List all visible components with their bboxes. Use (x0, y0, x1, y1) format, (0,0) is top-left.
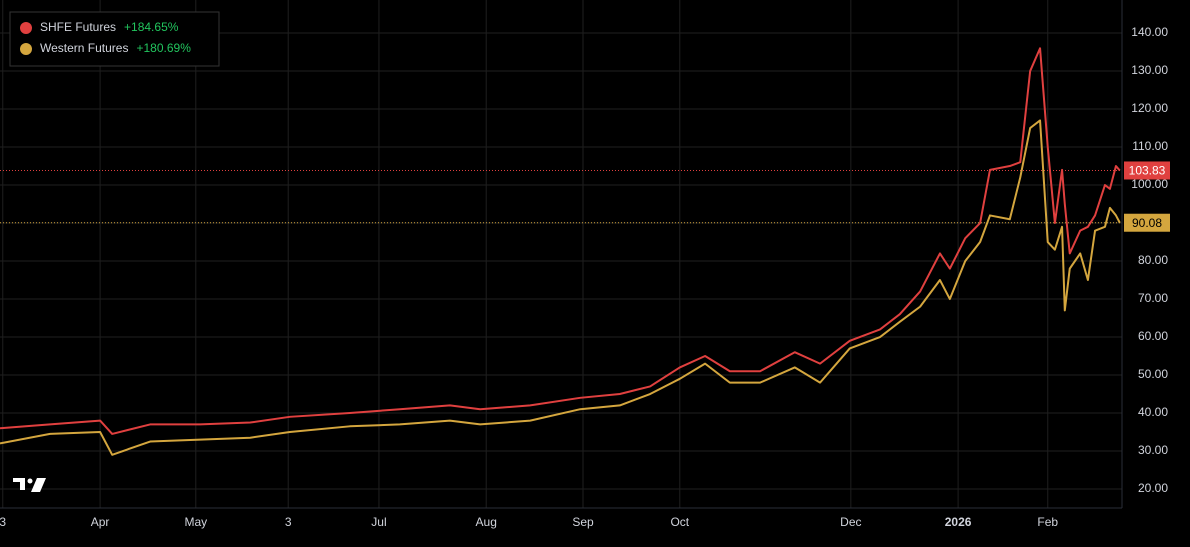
y-tick-label: 70.00 (1138, 291, 1168, 305)
y-tick-label: 30.00 (1138, 443, 1168, 457)
legend-marker (20, 43, 32, 55)
x-tick-label: Sep (572, 515, 594, 529)
logo-part (31, 478, 46, 492)
legend-marker (20, 22, 32, 34)
y-tick-label: 60.00 (1138, 329, 1168, 343)
x-tick-label: Oct (670, 515, 689, 529)
y-tick-label: 100.00 (1131, 177, 1168, 191)
x-tick-label: 3 (0, 515, 6, 529)
x-tick-label: Feb (1037, 515, 1058, 529)
last-value-tag (1124, 213, 1170, 232)
x-tick-label: Apr (91, 515, 110, 529)
last-value-tag (1124, 161, 1170, 180)
logo-part (27, 478, 33, 484)
x-tick-label: Jul (371, 515, 386, 529)
last-value-label: 103.83 (1129, 164, 1166, 178)
legend-change: +180.69% (136, 41, 191, 55)
logo-part (13, 478, 25, 490)
plot (0, 47, 1122, 456)
y-tick-label: 140.00 (1131, 25, 1168, 39)
x-tick-label: May (184, 515, 207, 529)
x-tick-label: 2026 (945, 515, 972, 529)
y-tick-label: 50.00 (1138, 367, 1168, 381)
logo (13, 478, 46, 492)
y-tick-label: 80.00 (1138, 253, 1168, 267)
legend-change: +184.65% (124, 20, 179, 34)
y-tick-label: 20.00 (1138, 481, 1168, 495)
y-tick-label: 120.00 (1131, 101, 1168, 115)
legend: SHFE Futures +184.65% Western Futures +180.… (20, 20, 191, 55)
last-value-label: 90.08 (1132, 216, 1162, 230)
legend-label: SHFE Futures (40, 20, 116, 34)
x-tick-label: Aug (476, 515, 497, 529)
y-tick-label: 130.00 (1131, 63, 1168, 77)
series-line (0, 119, 1121, 456)
legend-box (9, 11, 220, 67)
x-tick-label: Dec (840, 515, 861, 529)
legend-label: Western Futures (40, 41, 128, 55)
series-line (0, 47, 1121, 435)
y-tick-label: 40.00 (1138, 405, 1168, 419)
x-tick-label: 3 (285, 515, 292, 529)
grid (0, 0, 1122, 508)
y-tick-label: 110.00 (1132, 139, 1168, 153)
